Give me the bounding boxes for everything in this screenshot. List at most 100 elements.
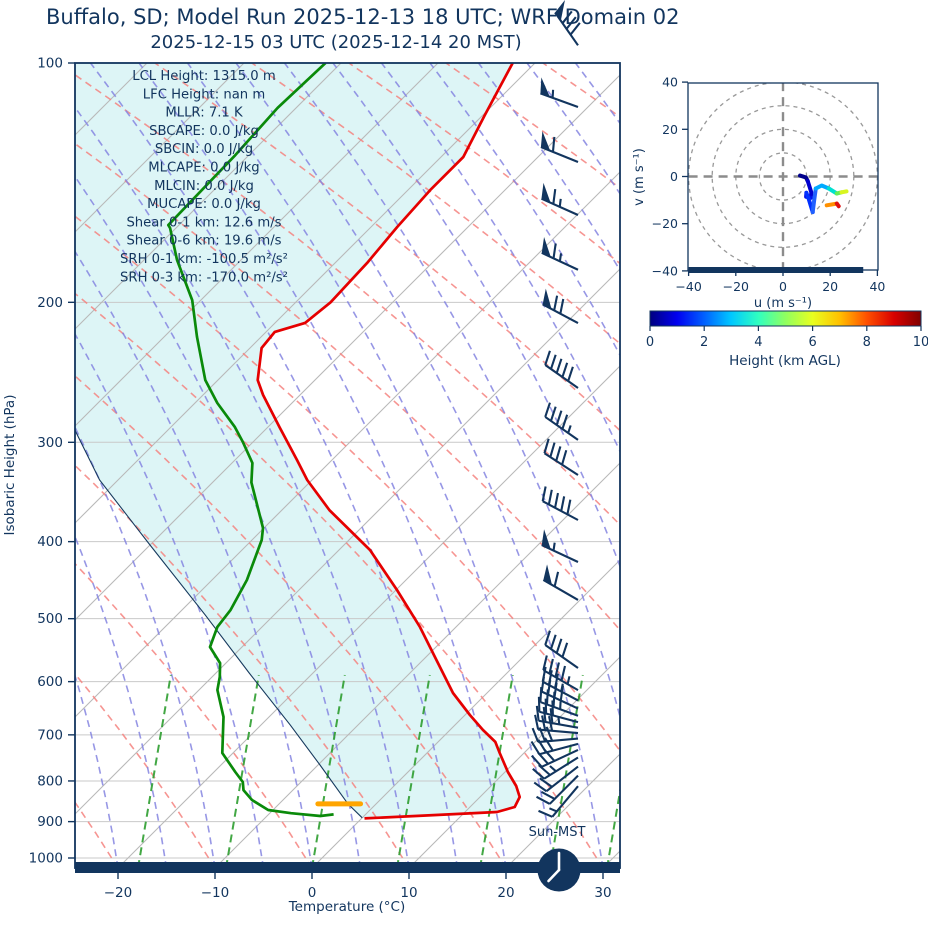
isotherm-line — [75, 74, 620, 621]
wind-barb — [541, 182, 579, 216]
hodograph-x-tick-label: −20 — [723, 279, 749, 294]
skewt-profiles — [75, 63, 522, 820]
dry-adiabat-line — [251, 63, 620, 345]
x-tick-label: 30 — [594, 885, 611, 901]
wind-barb — [538, 785, 579, 818]
stats-line: LCL Height: 1315.0 m — [132, 69, 276, 84]
barb-full-tick — [552, 188, 557, 205]
barb-half-tick — [549, 807, 558, 813]
stats-line: MLCAPE: 0.0 J/kg — [148, 161, 259, 176]
wind-barb — [540, 131, 579, 163]
hodograph-y-tick-label: −20 — [652, 216, 678, 231]
dry-adiabat-line — [737, 63, 928, 868]
barb-flag — [540, 77, 550, 97]
barb-full-tick — [555, 446, 562, 462]
isotherm-line — [311, 559, 620, 868]
barb-full-tick — [566, 499, 572, 515]
hodograph-y-tick-label: 20 — [662, 122, 678, 137]
barb-full-tick — [561, 10, 573, 24]
dewpoint-line — [166, 63, 334, 818]
isotherm-line — [602, 850, 620, 868]
barb-full-tick — [547, 489, 553, 505]
barb-full-tick — [538, 727, 547, 742]
dry-adiabat-line — [154, 63, 620, 432]
y-tick-label: 600 — [37, 674, 63, 690]
sun-clock-icon — [537, 848, 581, 892]
barb-flag — [540, 131, 551, 151]
barb-full-tick — [548, 715, 554, 732]
barb-full-tick — [567, 366, 574, 382]
barb-full-tick — [559, 685, 564, 701]
wind-barb — [544, 630, 579, 669]
wind-barb — [531, 726, 579, 744]
wind-barb — [532, 756, 579, 780]
barb-full-tick — [530, 740, 541, 755]
y-tick-label: 200 — [37, 295, 63, 311]
x-tick-label: 10 — [400, 885, 417, 901]
moist-adiabat-line — [75, 673, 119, 868]
barb-full-tick — [544, 350, 551, 366]
skewt-background-grid — [75, 63, 928, 868]
barb-full-tick — [543, 749, 556, 762]
moist-adiabat-line — [526, 63, 620, 196]
hodograph-trace-segment — [813, 183, 831, 191]
dry-adiabat-line — [348, 63, 620, 265]
mixing-ratio-line — [225, 674, 260, 868]
wind-barb — [534, 714, 579, 735]
isotherm-line — [214, 462, 620, 868]
barb-full-tick — [553, 571, 560, 587]
colorbar-tick-label: 8 — [863, 335, 871, 350]
surface-time-label: Sun-MST — [529, 825, 586, 840]
figure-subtitle: 2025-12-15 03 UTC (2025-12-14 20 MST) — [150, 32, 521, 53]
wind-barb — [554, 0, 581, 46]
wind-barb — [544, 402, 579, 441]
colorbar-tick-label: 6 — [808, 335, 816, 350]
barb-flag — [541, 237, 551, 258]
y-tick-label: 100 — [37, 56, 63, 72]
y-axis-label: Isobaric Height (hPa) — [2, 395, 18, 536]
x-tick-label: 20 — [497, 885, 514, 901]
barb-full-tick — [534, 714, 540, 730]
moist-adiabat-line — [186, 63, 556, 868]
barb-full-tick — [535, 705, 540, 721]
colorbar-tick-label: 0 — [646, 335, 654, 350]
stats-line: SRH 0-3 km: -170.0 m²/s² — [120, 270, 288, 285]
barb-full-tick — [554, 662, 560, 678]
stats-line: Shear 0-1 km: 12.6 m/s — [126, 215, 281, 230]
wind-barb — [535, 705, 579, 729]
barb-full-tick — [552, 243, 557, 259]
barb-full-tick — [560, 665, 567, 681]
temperature-line — [256, 63, 522, 820]
colorbar-label: Height (km AGL) — [729, 353, 841, 369]
hodograph-y-tick-label: −40 — [652, 263, 678, 278]
barb-full-tick — [555, 410, 563, 426]
barb-full-tick — [561, 362, 569, 378]
figure-title: Buffalo, SD; Model Run 2025-12-13 18 UTC… — [46, 5, 680, 29]
x-tick-label: 0 — [308, 885, 317, 901]
x-axis-label: Temperature (°C) — [288, 899, 406, 915]
barb-half-tick — [552, 542, 556, 551]
barb-half-tick — [558, 253, 563, 262]
moist-adiabat-line — [75, 534, 168, 868]
dry-adiabat-line — [542, 63, 620, 119]
barb-full-tick — [549, 354, 557, 370]
barb-full-tick — [561, 449, 568, 465]
wind-barb — [530, 749, 579, 768]
wind-barb — [541, 237, 579, 271]
hodograph-trace-segment — [810, 186, 818, 215]
skewt-frame: −20 −10 0 10 20 30 100 200 300 400 500 600 700 800 900… — [29, 56, 621, 901]
cin-shade-region — [75, 63, 520, 819]
isotherm-line — [75, 171, 620, 718]
barb-full-tick — [541, 715, 547, 731]
y-tick-label: 500 — [37, 611, 63, 627]
barb-full-tick — [549, 406, 557, 422]
barb-full-tick — [552, 691, 556, 707]
mixing-ratio-line — [606, 785, 620, 868]
y-tick-label: 1000 — [29, 851, 63, 867]
wind-barb — [542, 288, 579, 325]
hodograph-trace-segment — [834, 201, 841, 209]
hodograph-x-tick-label: 40 — [869, 279, 885, 294]
colorbar-gradient-bar — [649, 310, 922, 327]
barb-flag — [541, 182, 551, 203]
stats-line: SBCAPE: 0.0 J/kg — [149, 124, 259, 139]
